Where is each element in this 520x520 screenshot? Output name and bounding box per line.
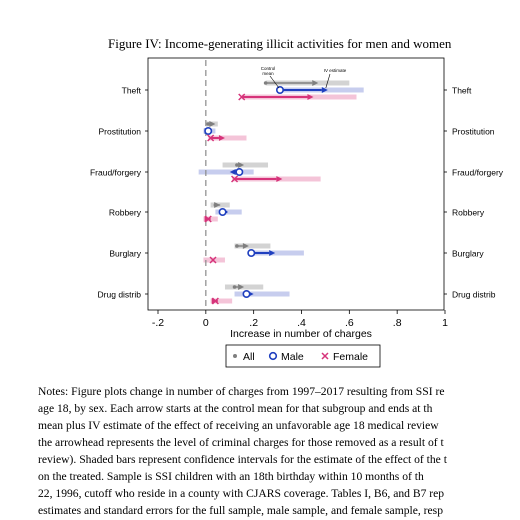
all-start-marker bbox=[213, 203, 218, 207]
ci-bars bbox=[198, 80, 364, 304]
annotation-pointer bbox=[325, 73, 331, 89]
x-tick-label: .4 bbox=[297, 317, 306, 329]
male-ci-bar bbox=[215, 209, 242, 215]
female-start-marker bbox=[211, 297, 219, 305]
annotation-control-mean: Control bbox=[261, 66, 276, 71]
male-start-marker bbox=[204, 127, 213, 136]
category-labels: Theft Theft Prostitution Prostitution Fraud/… bbox=[90, 86, 504, 300]
x-tick-label: .6 bbox=[345, 317, 354, 329]
male-start-marker bbox=[275, 86, 284, 95]
male-arrowhead bbox=[229, 169, 236, 175]
all-ci-bar bbox=[222, 162, 269, 168]
female-arrowhead bbox=[218, 135, 225, 141]
male-ci-bar bbox=[251, 250, 304, 256]
all-arrowhead bbox=[238, 284, 245, 290]
x-tick-label: .2 bbox=[249, 317, 258, 329]
female-start-marker bbox=[231, 175, 239, 183]
female-start-marker bbox=[238, 93, 246, 101]
legend-box bbox=[225, 344, 381, 368]
notes-line: age 18, by sex. Each arrow starts at the… bbox=[38, 402, 433, 415]
x-axis: -.2 0 .2 .4 .6 .8 1 Increase in number of charg… bbox=[152, 310, 448, 340]
category-label-left: Drug distrib bbox=[98, 290, 142, 300]
annotation-pointer bbox=[269, 75, 280, 89]
category-label-left: Prostitution bbox=[98, 127, 141, 137]
annotation-iv-estimate: IV estimate bbox=[324, 68, 347, 73]
annotation-control-mean: mean bbox=[262, 71, 274, 76]
notes-line: 22, 1996, cutoff who reside in a county … bbox=[38, 487, 445, 500]
legend-all-marker bbox=[233, 354, 237, 358]
female-start-marker bbox=[209, 256, 217, 264]
x-tick-label: .8 bbox=[393, 317, 402, 329]
category-label-left: Fraud/forgery bbox=[90, 168, 142, 178]
female-ci-bar bbox=[208, 135, 247, 141]
category-label-right: Robbery bbox=[452, 208, 485, 218]
category-label-right: Fraud/forgery bbox=[452, 168, 504, 178]
legend-all-label: All bbox=[243, 351, 255, 363]
category-label-right: Theft bbox=[452, 86, 472, 96]
figure-title: Figure IV: Income-generating illicit act… bbox=[108, 36, 452, 51]
legend-female-marker bbox=[321, 352, 329, 360]
legend: All Male Female bbox=[225, 344, 381, 368]
category-label-right: Prostitution bbox=[452, 127, 495, 137]
female-start-marker bbox=[204, 215, 212, 223]
notes-line: the arrowhead represents the level of cr… bbox=[38, 436, 444, 449]
x-tick-label: 1 bbox=[442, 317, 448, 329]
notes-line: mean plus IV estimate of the effect of r… bbox=[38, 419, 439, 432]
all-arrowhead bbox=[238, 162, 245, 168]
all-start-marker bbox=[235, 163, 239, 167]
category-label-left: Burglary bbox=[109, 249, 141, 259]
all-start-marker bbox=[235, 244, 239, 248]
all-arrowhead bbox=[242, 243, 249, 249]
male-arrowhead bbox=[269, 250, 276, 256]
male-start-marker bbox=[242, 289, 251, 298]
chart: Theft Theft Prostitution Prostitution Fraud/… bbox=[90, 57, 504, 368]
female-start-marker bbox=[207, 134, 215, 142]
all-arrowhead bbox=[209, 121, 216, 127]
female-arrowhead bbox=[307, 94, 314, 100]
category-label-left: Robbery bbox=[109, 208, 142, 218]
female-arrowhead bbox=[276, 176, 283, 182]
category-label-right: Drug distrib bbox=[452, 290, 496, 300]
notes-line: Notes: Figure plots change in number of … bbox=[38, 385, 445, 398]
all-start-marker bbox=[232, 285, 237, 289]
category-label-left: Theft bbox=[122, 86, 142, 96]
all-arrowhead bbox=[312, 80, 319, 86]
legend-male-label: Male bbox=[281, 351, 304, 363]
notes-line: review). Shaded bars represent confidenc… bbox=[38, 453, 447, 466]
plot-frame bbox=[147, 57, 445, 311]
notes-line: on the treated. Sample is SSI children w… bbox=[38, 470, 424, 483]
x-tick-label: 0 bbox=[203, 317, 209, 329]
x-axis-label: Increase in number of charges bbox=[230, 328, 372, 340]
male-ci-bar bbox=[198, 169, 254, 175]
figure-notes: Notes: Figure plots change in number of … bbox=[38, 383, 520, 519]
female-ci-bar bbox=[203, 257, 225, 263]
all-ci-bar bbox=[234, 243, 271, 249]
series-arrows bbox=[204, 80, 328, 305]
all-start-marker bbox=[206, 122, 211, 126]
female-ci-bar bbox=[210, 298, 233, 304]
male-ci-bar bbox=[234, 291, 290, 297]
male-start-marker bbox=[247, 249, 256, 258]
notes-line: estimates and standard errors for the fu… bbox=[38, 504, 443, 517]
legend-male-marker bbox=[268, 351, 278, 361]
male-start-marker bbox=[218, 208, 227, 217]
category-label-right: Burglary bbox=[452, 249, 484, 259]
male-start-marker bbox=[235, 168, 244, 177]
male-arrowhead bbox=[321, 87, 328, 93]
x-tick-label: -.2 bbox=[152, 317, 164, 329]
legend-female-label: Female bbox=[333, 351, 368, 363]
all-start-marker bbox=[263, 81, 268, 85]
